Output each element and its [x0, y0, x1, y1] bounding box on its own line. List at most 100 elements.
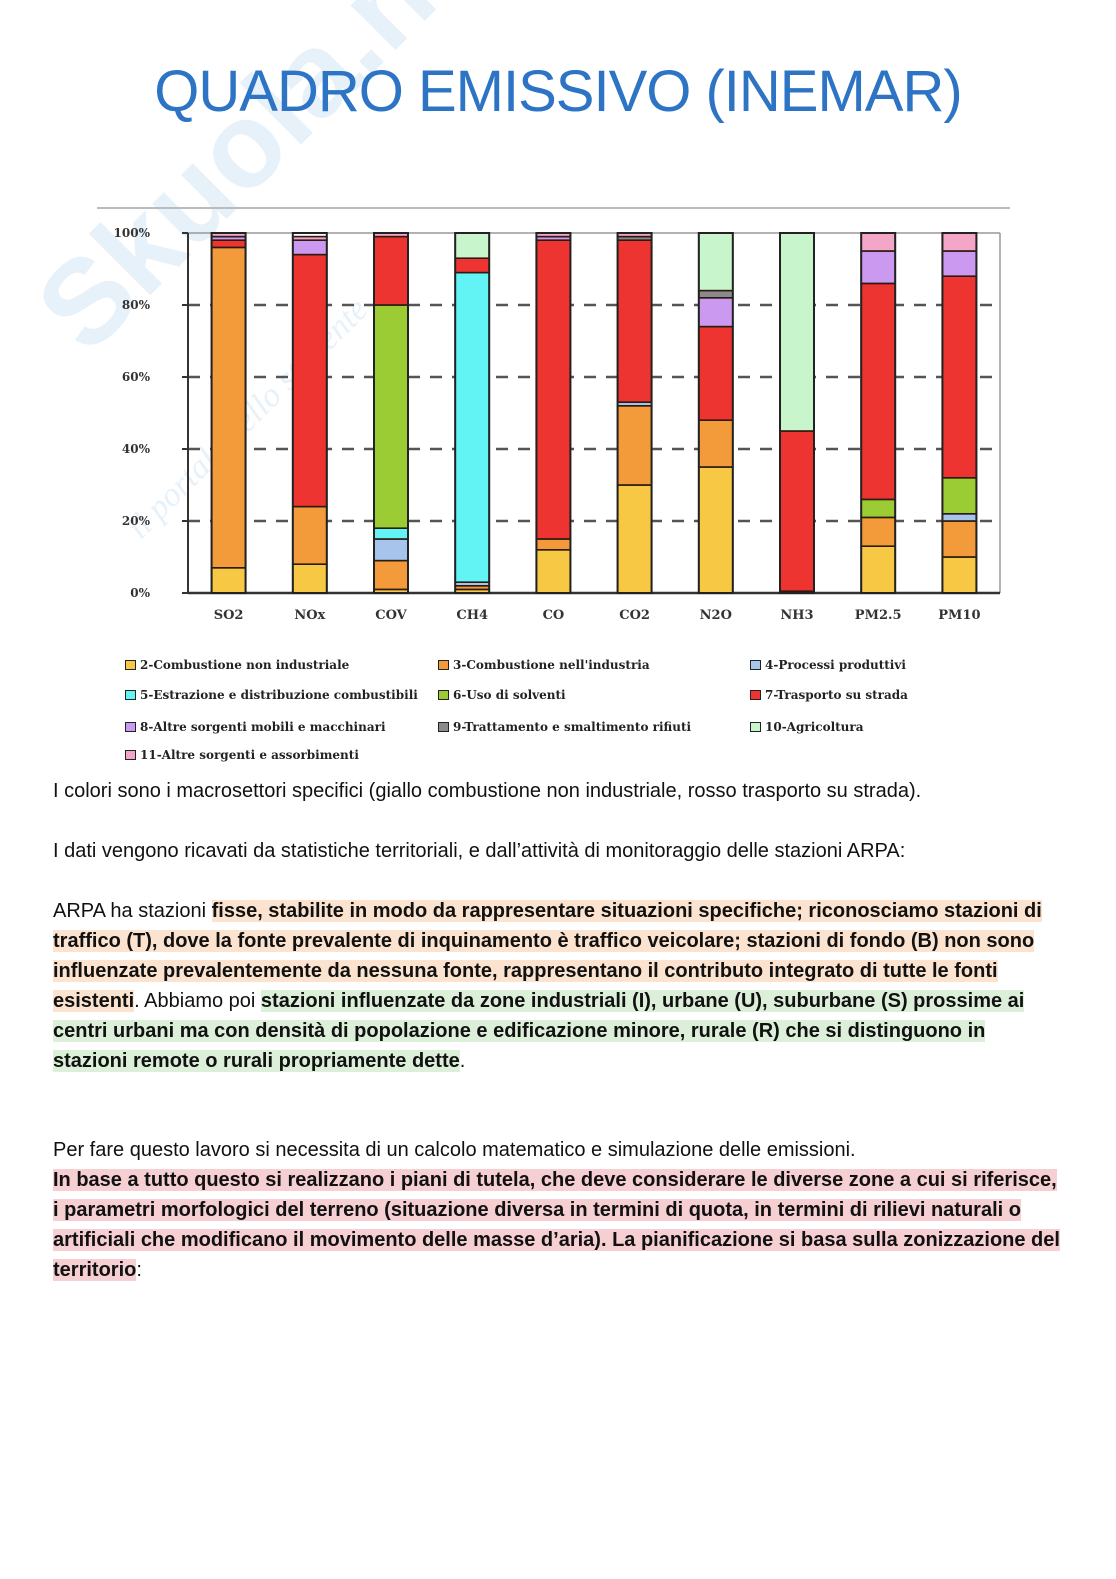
bar-outline	[697, 232, 734, 594]
legend-swatch	[125, 660, 136, 670]
legend-label: 11-Altre sorgenti e assorbimenti	[140, 748, 359, 762]
bar-segment	[373, 559, 409, 591]
legend-swatch	[438, 690, 449, 700]
bar-segment	[535, 538, 572, 551]
legend-item: 4-Processi produttivi	[750, 658, 906, 672]
bar-segment	[616, 239, 653, 404]
bar-segment	[697, 297, 734, 328]
bar-segment	[291, 253, 328, 508]
legend-swatch	[438, 722, 449, 732]
bar-segment	[941, 232, 978, 252]
x-tick-label: N2O	[700, 608, 732, 623]
text: . Abbiamo poi	[134, 990, 261, 1012]
paragraph-colors: I colori sono i macrosettori specifici (…	[53, 780, 922, 802]
bar-segment	[860, 250, 897, 285]
x-tick-label: PM10	[938, 608, 980, 623]
legend-label: 10-Agricoltura	[765, 720, 864, 734]
legend-label: 9-Trattamento e smaltimento rifiuti	[453, 720, 692, 734]
bar-outline	[373, 232, 409, 594]
legend-swatch	[125, 722, 136, 732]
bar-segment	[860, 282, 897, 501]
bar-segment	[941, 556, 978, 594]
y-tick-label: 20%	[122, 514, 151, 528]
x-tick-label: CH4	[456, 608, 488, 623]
legend-label: 3-Combustione nell'industria	[453, 658, 650, 672]
paragraph-arpa-stations: ARPA ha stazioni fisse, stabilite in mod…	[53, 896, 1063, 1076]
bar-segment	[373, 235, 409, 306]
bar-outline	[454, 232, 491, 594]
legend-item: 8-Altre sorgenti mobili e macchinari	[125, 720, 386, 734]
paragraph-data-sources: I dati vengono ricavati da statistiche t…	[53, 840, 906, 862]
bar-segment	[210, 239, 247, 249]
bar-segment	[535, 548, 572, 594]
bar-segment	[697, 232, 734, 292]
legend-swatch	[750, 660, 761, 670]
legend-label: 7-Trasporto su strada	[765, 688, 908, 702]
y-tick-label: 100%	[114, 226, 151, 240]
bar-segment	[535, 239, 572, 540]
legend-item: 7-Trasporto su strada	[750, 688, 908, 702]
highlight-protection-plans: In base a tutto questo si realizzano i p…	[53, 1169, 1060, 1281]
bar-segment	[697, 419, 734, 468]
legend-item: 10-Agricoltura	[750, 720, 864, 734]
legend-item: 11-Altre sorgenti e assorbimenti	[125, 748, 359, 762]
x-tick-label: CO	[543, 608, 565, 623]
bar-segment	[373, 527, 409, 540]
legend-swatch	[750, 722, 761, 732]
bar-outline	[291, 232, 328, 594]
bar-segment	[454, 232, 491, 260]
page-title: QUADRO EMISSIVO (INEMAR)	[154, 59, 962, 124]
bar-segment	[941, 512, 978, 522]
x-tick-label: COV	[375, 608, 407, 623]
legend-swatch	[125, 690, 136, 700]
y-tick-label: 40%	[122, 442, 151, 456]
bar-outline	[535, 232, 572, 594]
legend-swatch	[750, 690, 761, 700]
bar-segment	[454, 271, 491, 584]
bar-segment	[860, 545, 897, 594]
bar-segment	[373, 304, 409, 529]
y-tick-label: 80%	[122, 298, 151, 312]
bar-outline	[941, 232, 978, 594]
legend-swatch	[125, 750, 136, 760]
legend-label: 5-Estrazione e distribuzione combustibil…	[140, 688, 418, 702]
x-tick-label: NH3	[780, 608, 813, 623]
bar-segment	[779, 232, 815, 432]
bar-segment	[291, 235, 328, 241]
legend-item: 9-Trattamento e smaltimento rifiuti	[438, 720, 691, 734]
stacked-bar-chart: 0% 20% 40% 60% 80% 100% SO2 NOx COV CH4 CO CO2 N2O NH…	[97, 207, 1010, 623]
bar-segment	[373, 538, 409, 562]
x-tick-label: PM2.5	[855, 608, 902, 623]
legend-label: 4-Processi produttivi	[765, 658, 906, 672]
bar-segment	[860, 498, 897, 519]
bar-segment	[454, 257, 491, 274]
text: ARPA ha stazioni	[53, 900, 212, 922]
legend-label: 8-Altre sorgenti mobili e macchinari	[140, 720, 386, 734]
bar-segment	[616, 484, 653, 594]
legend-item: 6-Uso di solventi	[438, 688, 566, 702]
bar-segment	[860, 232, 897, 252]
y-tick-label: 60%	[122, 370, 151, 384]
bar-segment	[941, 520, 978, 558]
bar-outline	[779, 232, 815, 594]
bar-segment	[210, 566, 247, 594]
bar-outline	[860, 232, 897, 594]
bar-outline	[210, 232, 247, 594]
x-tick-label: NOx	[294, 608, 325, 623]
bar-segment	[291, 563, 328, 594]
legend-swatch	[438, 660, 449, 670]
bar-segment	[941, 275, 978, 479]
text: .	[459, 1050, 466, 1072]
bar-outline	[616, 232, 653, 594]
bar-segment	[210, 246, 247, 569]
x-tick-label: SO2	[214, 608, 244, 623]
bar-segment	[697, 466, 734, 594]
legend-label: 2-Combustione non industriale	[140, 658, 350, 672]
bar-segment	[941, 476, 978, 515]
bar-segment	[941, 250, 978, 278]
bar-segment	[697, 289, 734, 299]
bar-segment	[779, 430, 815, 592]
bar-segment	[291, 239, 328, 256]
bar-segment	[291, 505, 328, 566]
paragraph-calculation: Per fare questo lavoro si necessita di u…	[53, 1139, 856, 1161]
